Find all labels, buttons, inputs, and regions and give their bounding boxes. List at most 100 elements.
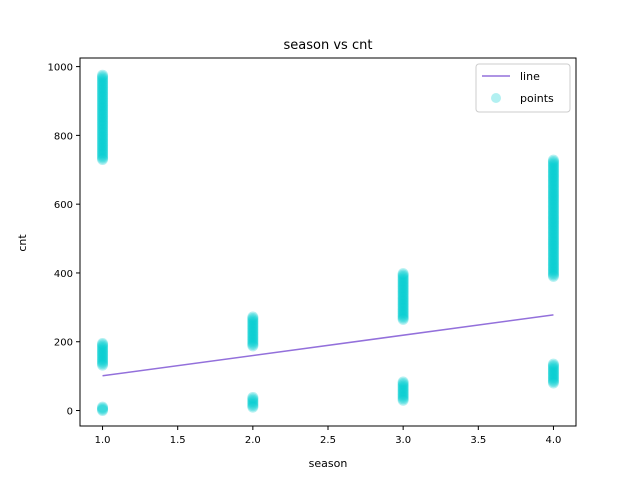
- data-point: [397, 291, 409, 303]
- data-point: [97, 358, 109, 370]
- data-point: [547, 250, 559, 262]
- data-point: [547, 184, 559, 196]
- data-point: [547, 164, 559, 176]
- data-point: [97, 136, 109, 147]
- data-point: [397, 306, 409, 318]
- data-point: [397, 377, 409, 389]
- data-point: [97, 100, 109, 112]
- data-point: [397, 311, 409, 323]
- data-point: [547, 187, 559, 199]
- data-point: [397, 286, 409, 298]
- data-point: [397, 295, 409, 307]
- data-point: [547, 154, 559, 166]
- data-point: [397, 304, 409, 316]
- x-tick-label: 2.0: [245, 435, 261, 446]
- data-point: [97, 124, 109, 136]
- data-point: [547, 244, 559, 256]
- data-point: [397, 384, 409, 396]
- data-point: [397, 276, 409, 288]
- data-point: [547, 374, 559, 386]
- data-point: [97, 145, 109, 157]
- data-point: [97, 94, 109, 106]
- data-point: [97, 116, 109, 128]
- data-point: [247, 397, 259, 409]
- data-point: [547, 266, 559, 278]
- data-point: [397, 301, 409, 313]
- data-point: [97, 75, 109, 87]
- data-point: [547, 238, 559, 250]
- data-point: [247, 316, 259, 328]
- data-point: [97, 104, 109, 116]
- data-point: [247, 330, 259, 342]
- point-group: [247, 311, 259, 352]
- data-point: [97, 109, 109, 121]
- data-point: [97, 119, 109, 131]
- data-point: [247, 311, 259, 323]
- data-point: [97, 69, 109, 81]
- data-point: [247, 338, 259, 350]
- data-point: [547, 203, 559, 215]
- data-point: [397, 283, 409, 295]
- data-point: [547, 216, 559, 228]
- data-point: [97, 342, 109, 354]
- data-point: [547, 358, 559, 370]
- data-point: [547, 201, 559, 213]
- data-point: [547, 257, 559, 269]
- data-point: [547, 157, 559, 169]
- data-point: [97, 351, 109, 363]
- data-point: [97, 122, 109, 134]
- data-point: [547, 235, 559, 247]
- data-point: [547, 264, 559, 276]
- data-point: [547, 210, 559, 222]
- data-point: [547, 258, 559, 270]
- data-point: [547, 220, 559, 232]
- data-point: [97, 147, 109, 159]
- data-point: [97, 111, 109, 123]
- point-group: [247, 391, 259, 413]
- data-point: [547, 373, 559, 385]
- chart-title: season vs cnt: [284, 38, 373, 53]
- data-point: [397, 383, 409, 395]
- data-point: [547, 255, 559, 267]
- data-point: [97, 343, 109, 355]
- legend-line-label: line: [520, 70, 540, 83]
- data-point: [97, 339, 109, 351]
- data-point: [547, 365, 559, 377]
- data-point: [97, 337, 109, 349]
- data-point: [547, 168, 559, 180]
- data-point: [247, 325, 259, 337]
- data-point: [97, 354, 109, 366]
- data-point: [97, 148, 109, 160]
- data-point: [397, 390, 409, 402]
- data-point: [547, 158, 559, 170]
- data-point: [547, 166, 559, 178]
- x-axis-ticks: 1.0 1.5 2.0 2.5 3.0 3.5 4.0: [95, 426, 561, 446]
- data-point: [547, 202, 559, 214]
- data-point: [247, 393, 259, 405]
- data-point: [247, 323, 259, 335]
- data-point: [547, 251, 559, 263]
- data-point: [97, 344, 109, 356]
- data-point: [247, 319, 259, 331]
- data-point: [547, 233, 559, 245]
- point-group: [547, 358, 559, 389]
- data-point: [97, 101, 109, 113]
- data-point: [97, 403, 109, 415]
- data-point: [97, 82, 109, 94]
- data-point: [547, 364, 559, 375]
- data-point: [547, 162, 559, 174]
- data-point: [97, 137, 109, 149]
- data-point: [97, 350, 109, 362]
- data-point: [97, 153, 109, 165]
- data-point: [397, 393, 409, 405]
- data-point: [547, 161, 559, 173]
- data-point: [547, 156, 559, 168]
- data-point: [397, 287, 409, 299]
- data-point: [247, 394, 259, 406]
- data-point: [547, 225, 559, 237]
- data-point: [397, 293, 409, 305]
- data-point: [247, 340, 259, 352]
- x-tick-label: 1.5: [170, 435, 186, 446]
- data-point: [97, 72, 109, 84]
- y-tick-label: 600: [54, 200, 73, 211]
